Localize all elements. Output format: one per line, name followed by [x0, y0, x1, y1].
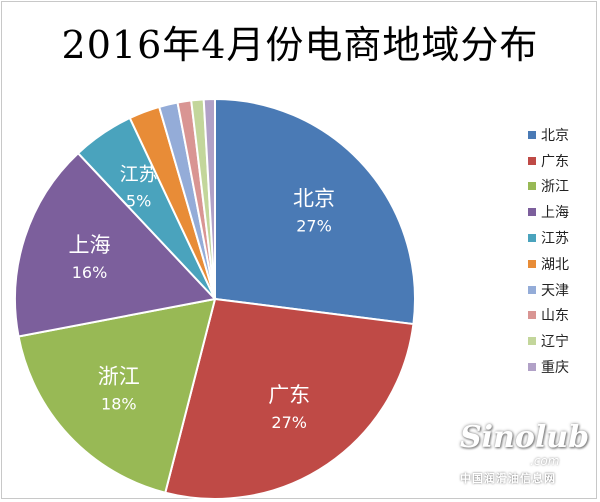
pie-slice-2	[164, 297, 415, 500]
legend-label: 北京	[541, 127, 569, 144]
legend-item-slice-9: 辽宁	[528, 328, 598, 354]
legend-label: 重庆	[541, 360, 569, 377]
legend-swatch	[528, 259, 536, 268]
legend-label: 湖北	[541, 256, 569, 273]
data-label-slice-5: 江苏 5%	[120, 164, 158, 211]
legend-item-slice-4: 上海	[528, 199, 598, 225]
legend-swatch	[528, 156, 536, 165]
data-label-slice-2: 广东 27%	[268, 383, 310, 432]
legend-label: 上海	[541, 205, 569, 222]
pie-slice-1	[214, 97, 416, 326]
data-label-name: 上海	[69, 233, 111, 257]
watermark: Sinolub .com 中国润滑油信息网	[452, 420, 589, 490]
data-label-value: 16%	[72, 263, 108, 282]
legend-swatch	[528, 285, 536, 294]
legend-item-slice-8: 山东	[528, 303, 598, 329]
data-label-name: 江苏	[120, 164, 158, 186]
legend-label: 广东	[541, 153, 569, 170]
legend-item-slice-6: 湖北	[528, 251, 598, 277]
legend-item-slice-1: 北京	[528, 122, 598, 148]
data-label-slice-1: 北京 27%	[293, 187, 335, 236]
chart-title: 2016年4月份电商地域分布	[61, 23, 539, 67]
legend-swatch	[528, 311, 536, 320]
pie-slice-4	[14, 151, 217, 338]
data-label-name: 北京	[293, 187, 335, 211]
watermark-subtitle: 中国润滑油信息网	[460, 472, 556, 485]
watermark-logo: Sinolub	[460, 420, 590, 455]
legend-item-slice-5: 江苏	[528, 225, 598, 251]
legend-swatch	[528, 234, 536, 243]
pie-slice-3	[17, 297, 217, 494]
data-label-slice-4: 上海 16%	[69, 233, 111, 282]
data-label-name: 浙江	[98, 364, 140, 388]
data-label-slice-3: 浙江 18%	[98, 364, 140, 413]
legend-item-slice-2: 广东	[528, 148, 598, 174]
data-label-value: 5%	[126, 192, 151, 211]
legend-label: 江苏	[541, 231, 569, 248]
watermark-domain: .com	[530, 454, 560, 468]
legend-swatch	[528, 182, 536, 191]
data-label-value: 18%	[101, 394, 137, 413]
legend-swatch	[528, 208, 536, 217]
legend-swatch	[528, 337, 536, 346]
legend-label: 浙江	[541, 179, 569, 196]
legend-item-slice-10: 重庆	[528, 354, 598, 380]
legend-item-slice-7: 天津	[528, 277, 598, 303]
data-label-name: 广东	[268, 383, 310, 407]
pie-slice-10	[202, 97, 216, 300]
data-label-value: 27%	[296, 217, 332, 236]
legend-label: 天津	[541, 282, 569, 299]
data-label-value: 27%	[271, 413, 307, 432]
legend-label: 山东	[541, 308, 569, 325]
legend-item-slice-3: 浙江	[528, 174, 598, 200]
legend: 北京广东浙江上海江苏湖北天津山东辽宁重庆	[528, 122, 598, 380]
legend-swatch	[528, 363, 536, 372]
legend-label: 辽宁	[541, 334, 569, 351]
legend-swatch	[528, 130, 536, 139]
